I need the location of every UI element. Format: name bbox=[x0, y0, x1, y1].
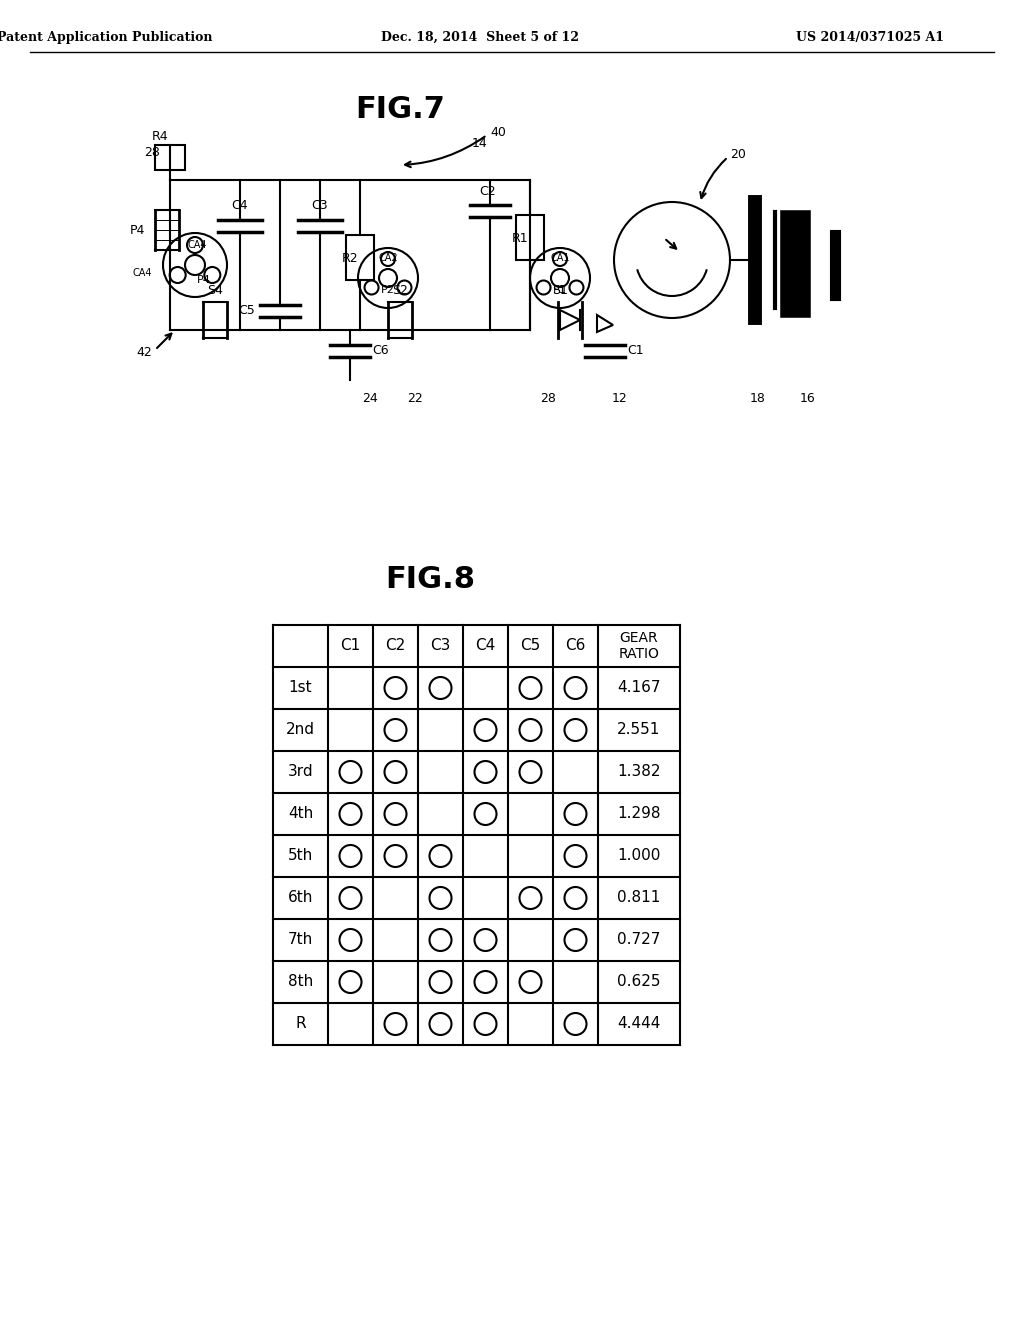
Text: 0.727: 0.727 bbox=[617, 932, 660, 948]
Text: 16: 16 bbox=[800, 392, 816, 405]
Text: P4: P4 bbox=[197, 275, 211, 285]
Text: C6: C6 bbox=[565, 639, 586, 653]
Text: P1: P1 bbox=[553, 285, 567, 294]
Text: 28: 28 bbox=[144, 147, 160, 160]
Text: CA4: CA4 bbox=[187, 240, 207, 249]
Text: 3rd: 3rd bbox=[288, 764, 313, 780]
Text: 14: 14 bbox=[472, 137, 487, 150]
Text: US 2014/0371025 A1: US 2014/0371025 A1 bbox=[796, 30, 944, 44]
Text: 40: 40 bbox=[490, 125, 506, 139]
Text: 0.625: 0.625 bbox=[617, 974, 660, 990]
Text: P4: P4 bbox=[130, 223, 145, 236]
Text: CA2: CA2 bbox=[378, 253, 397, 263]
Bar bbox=[155, 145, 185, 170]
Text: 1.298: 1.298 bbox=[617, 807, 660, 821]
Text: R1: R1 bbox=[511, 231, 528, 244]
Text: Dec. 18, 2014  Sheet 5 of 12: Dec. 18, 2014 Sheet 5 of 12 bbox=[381, 30, 579, 44]
Text: GEAR: GEAR bbox=[620, 631, 658, 645]
Text: C6: C6 bbox=[372, 343, 389, 356]
Text: P2: P2 bbox=[381, 285, 395, 294]
Text: S4: S4 bbox=[207, 284, 223, 297]
Text: C2: C2 bbox=[385, 639, 406, 653]
Text: C3: C3 bbox=[430, 639, 451, 653]
Text: C2: C2 bbox=[479, 185, 497, 198]
Text: C1: C1 bbox=[627, 343, 644, 356]
Text: C3: C3 bbox=[311, 199, 329, 213]
Text: Patent Application Publication: Patent Application Publication bbox=[0, 30, 213, 44]
Text: C5: C5 bbox=[239, 304, 255, 317]
Text: 8th: 8th bbox=[288, 974, 313, 990]
Bar bbox=[346, 235, 374, 280]
Text: 18: 18 bbox=[750, 392, 766, 405]
Text: RATIO: RATIO bbox=[618, 647, 659, 661]
Text: 5th: 5th bbox=[288, 849, 313, 863]
Text: FIG.8: FIG.8 bbox=[385, 565, 475, 594]
Text: 4.444: 4.444 bbox=[617, 1016, 660, 1031]
Text: FIG.7: FIG.7 bbox=[355, 95, 445, 124]
Text: 7th: 7th bbox=[288, 932, 313, 948]
Text: R4: R4 bbox=[152, 131, 168, 144]
Text: 6th: 6th bbox=[288, 891, 313, 906]
Text: CA4: CA4 bbox=[132, 268, 152, 279]
Text: S1: S1 bbox=[552, 284, 568, 297]
Text: 12: 12 bbox=[612, 392, 628, 405]
Text: C1: C1 bbox=[340, 639, 360, 653]
Text: 20: 20 bbox=[730, 149, 745, 161]
Text: 22: 22 bbox=[408, 392, 423, 405]
Text: 1.382: 1.382 bbox=[617, 764, 660, 780]
Text: 4th: 4th bbox=[288, 807, 313, 821]
Text: CA1: CA1 bbox=[550, 253, 569, 263]
Text: 28: 28 bbox=[540, 392, 556, 405]
Text: 1.000: 1.000 bbox=[617, 849, 660, 863]
Text: 0.811: 0.811 bbox=[617, 891, 660, 906]
Text: 2nd: 2nd bbox=[286, 722, 315, 738]
Text: 24: 24 bbox=[362, 392, 378, 405]
Text: C5: C5 bbox=[520, 639, 541, 653]
Text: R2: R2 bbox=[341, 252, 358, 264]
Text: 2.551: 2.551 bbox=[617, 722, 660, 738]
Text: C4: C4 bbox=[231, 199, 248, 213]
Text: R: R bbox=[295, 1016, 306, 1031]
Text: C4: C4 bbox=[475, 639, 496, 653]
Text: S2: S2 bbox=[392, 284, 408, 297]
Text: 42: 42 bbox=[136, 346, 152, 359]
Text: 4.167: 4.167 bbox=[617, 681, 660, 696]
Bar bbox=[516, 215, 544, 260]
Text: 1st: 1st bbox=[289, 681, 312, 696]
